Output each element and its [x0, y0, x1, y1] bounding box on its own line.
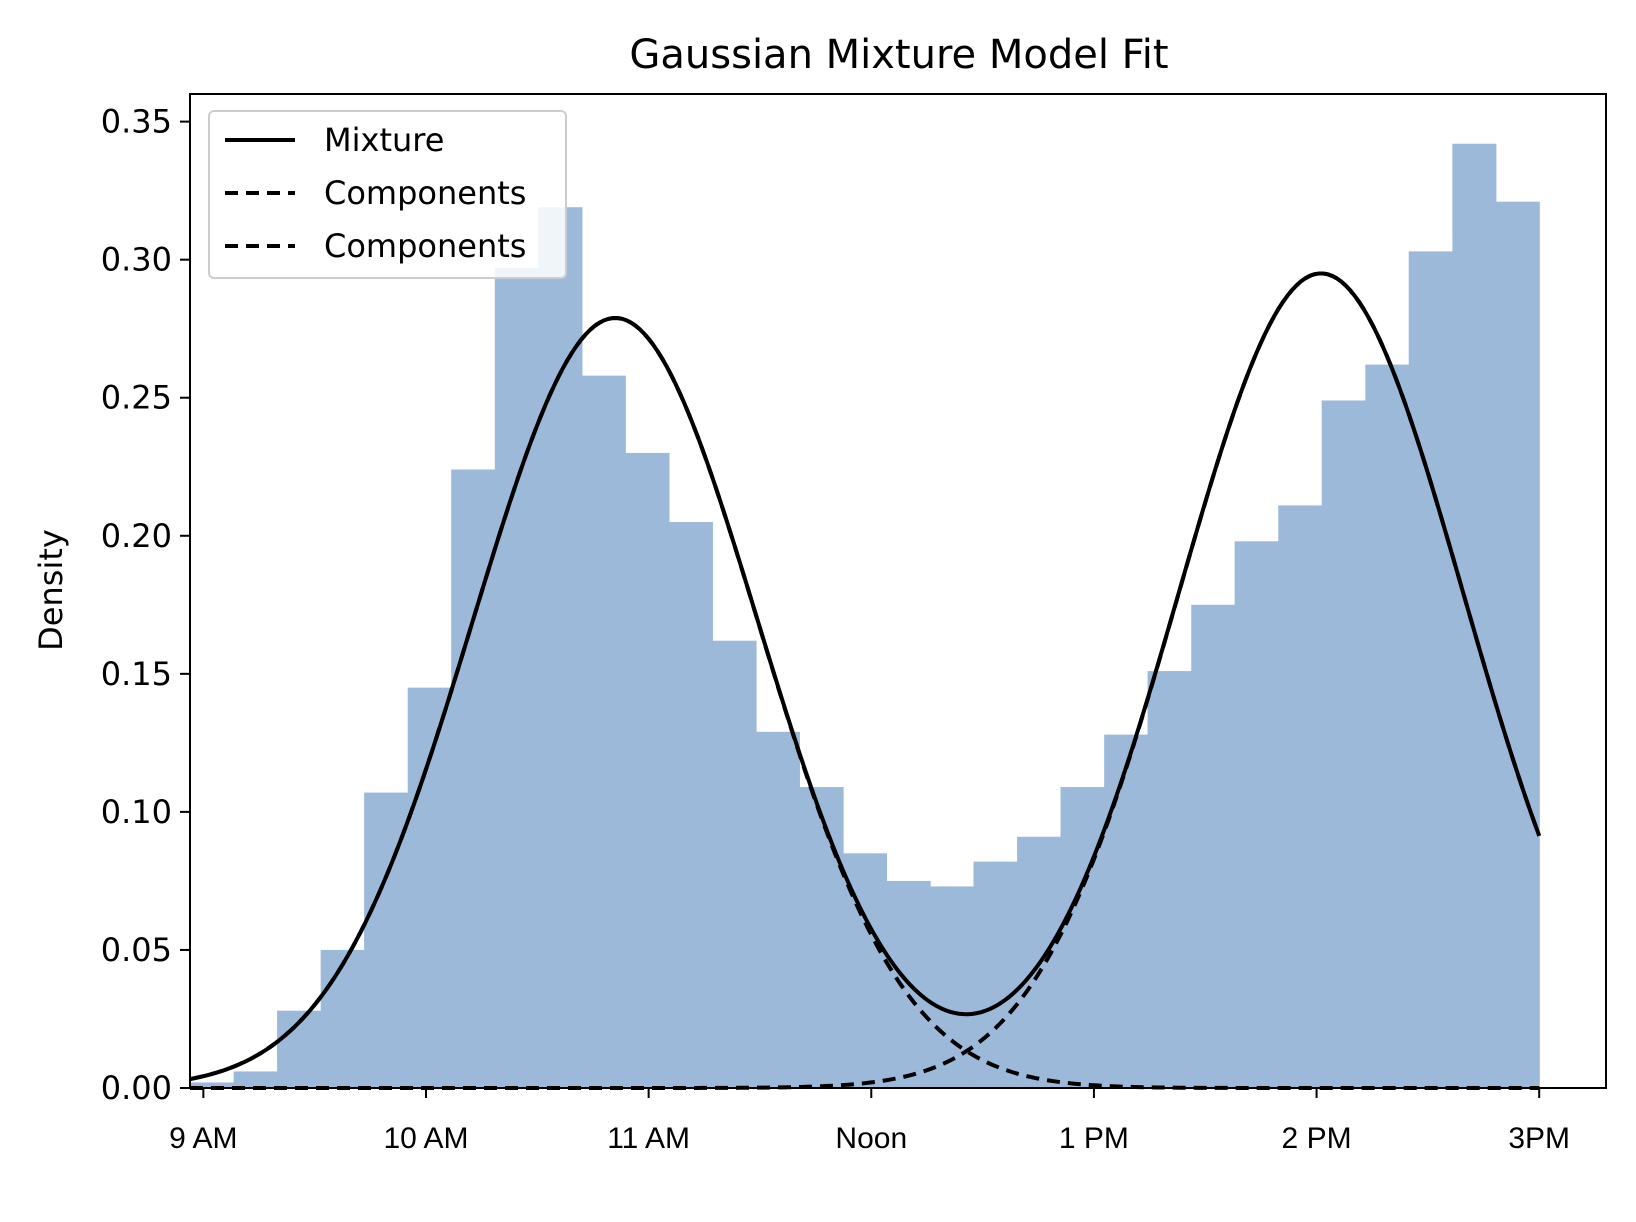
y-tick-label: 0.30: [101, 241, 172, 279]
chart-title: Gaussian Mixture Model Fit: [629, 32, 1168, 78]
x-tick-label: 3PM: [1508, 1122, 1570, 1155]
histogram-bar: [581, 375, 626, 1088]
x-tick-label: 1 PM: [1059, 1122, 1129, 1155]
histogram-bar: [1408, 251, 1453, 1088]
histogram-bar: [712, 640, 757, 1088]
y-tick-label: 0.25: [101, 379, 172, 417]
histogram-bar: [1321, 400, 1366, 1089]
y-tick-label: 0.20: [101, 517, 172, 555]
density-curves: [189, 271, 1542, 1090]
legend-label-components-2: Components: [324, 227, 526, 265]
x-tick-label: Noon: [835, 1122, 907, 1155]
x-tick-label: 11 AM: [607, 1122, 690, 1155]
histogram-bar: [233, 1071, 278, 1088]
histogram-bar: [1495, 201, 1540, 1088]
x-tick-label: 9 AM: [169, 1122, 237, 1155]
x-tick-label: 2 PM: [1282, 1122, 1352, 1155]
histogram-bars: [190, 143, 1540, 1089]
plot-frame: [189, 93, 1607, 1089]
histogram-bar: [973, 861, 1018, 1088]
histogram-bar: [538, 207, 583, 1088]
y-tick-label: 0.00: [101, 1069, 172, 1107]
legend-label-components-1: Components: [324, 174, 526, 212]
histogram-bar: [1147, 671, 1192, 1088]
legend: Mixture Components Components: [208, 110, 567, 279]
y-axis-ticks: 0.00 0.05 0.10 0.15 0.20 0.25 0.30 0.35: [101, 103, 190, 1107]
histogram-bar: [494, 267, 539, 1088]
legend-box: [208, 110, 567, 279]
histogram-bar: [625, 452, 670, 1088]
x-tick-label: 10 AM: [383, 1122, 468, 1155]
y-tick-label: 0.15: [101, 655, 172, 693]
histogram-bar: [320, 949, 365, 1088]
histogram-bar: [1060, 787, 1105, 1088]
y-axis-label: Density: [32, 529, 70, 651]
x-axis-ticks: 9 AM 10 AM 11 AM Noon 1 PM 2 PM 3PM: [169, 1088, 1570, 1155]
histogram-bar: [407, 687, 452, 1088]
histogram-bar: [1104, 734, 1149, 1088]
histogram-bar: [1278, 505, 1323, 1088]
histogram-bar: [668, 521, 713, 1088]
histogram-bar: [755, 731, 800, 1088]
y-tick-label: 0.10: [101, 793, 172, 831]
histogram-bar: [930, 886, 975, 1088]
histogram-bar: [190, 1082, 235, 1088]
legend-label-mixture: Mixture: [324, 121, 444, 159]
histogram-bar: [1234, 541, 1279, 1088]
histogram-bar: [1452, 143, 1497, 1088]
histogram-bar: [1191, 604, 1236, 1088]
histogram-bar: [1365, 364, 1410, 1089]
y-tick-label: 0.35: [101, 103, 172, 141]
histogram-bar: [799, 787, 844, 1088]
y-tick-label: 0.05: [101, 931, 172, 969]
mixture-curve: [189, 271, 1542, 1082]
